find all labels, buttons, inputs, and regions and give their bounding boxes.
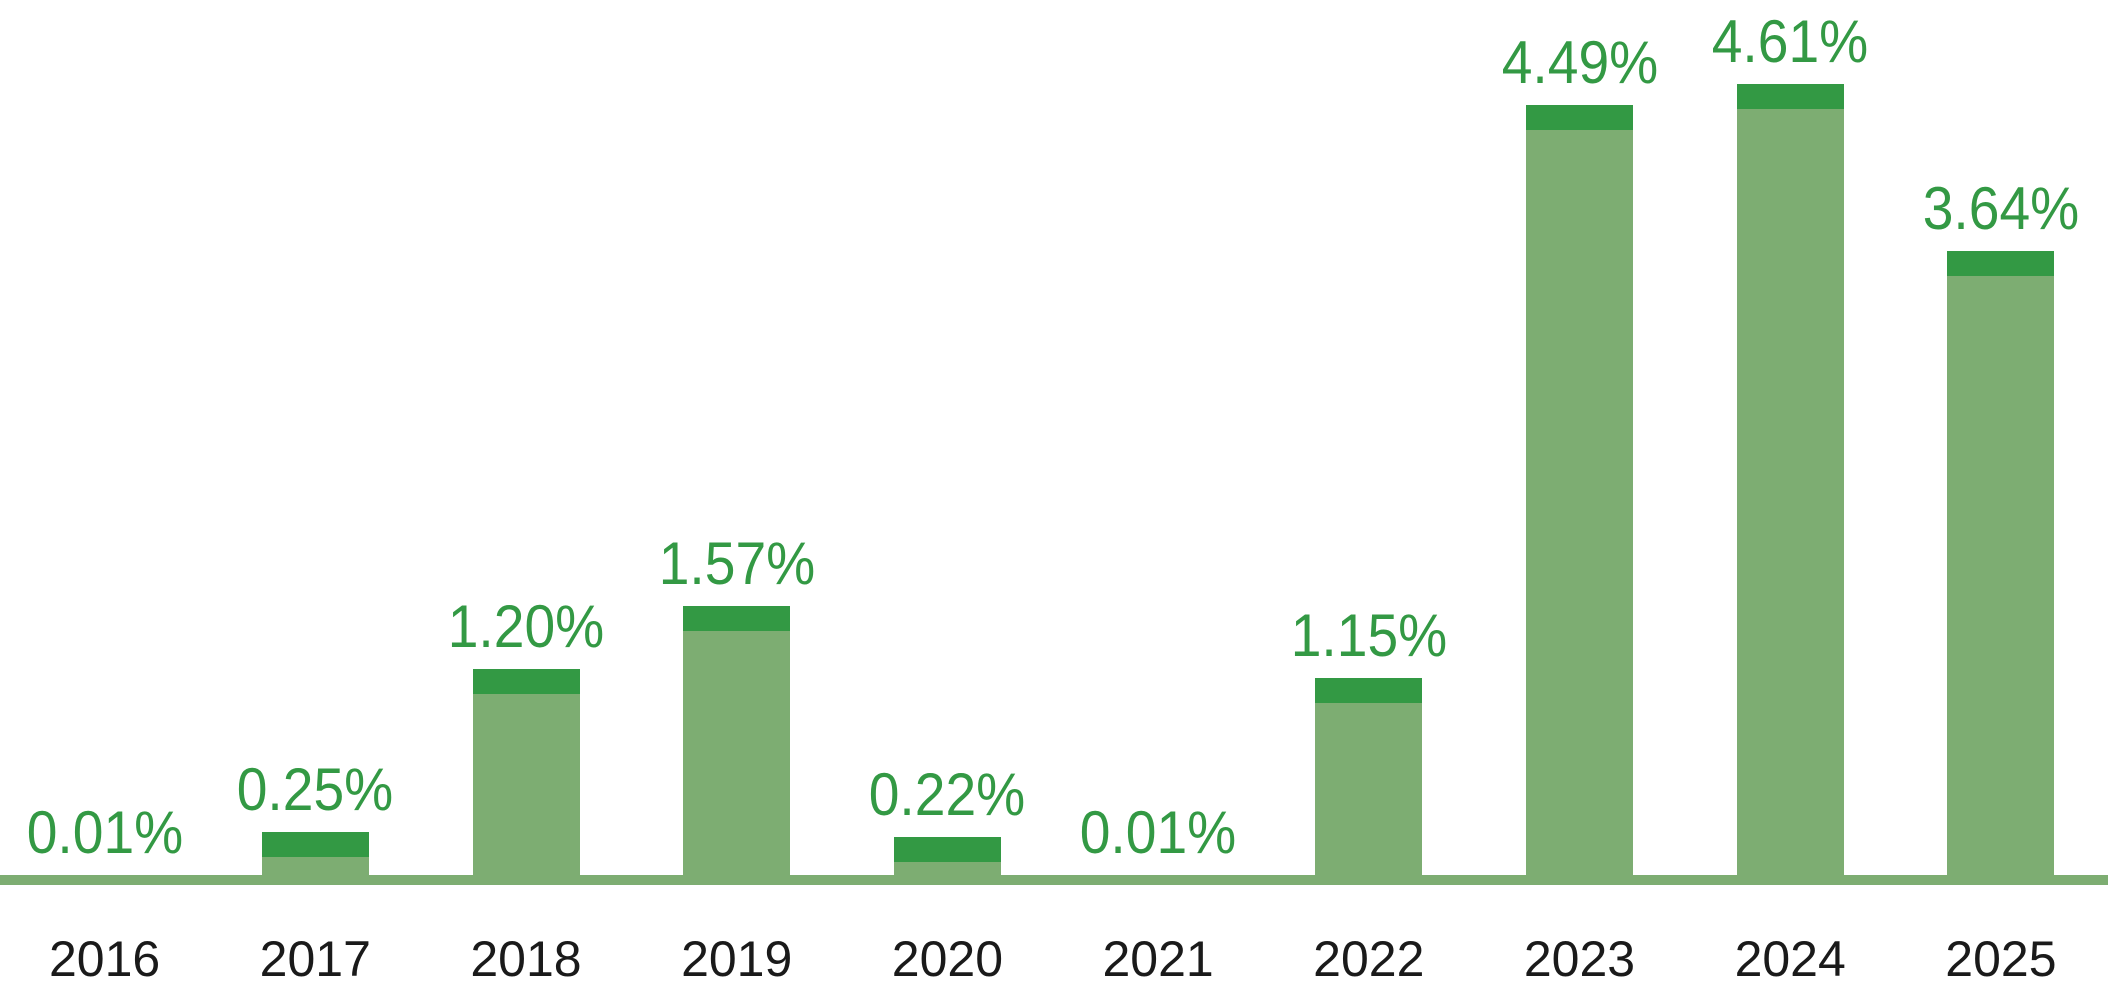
x-axis-label-2020: 2020 — [891, 931, 1003, 987]
bar-2025 — [1947, 250, 2055, 885]
x-axis-label-2022: 2022 — [1313, 931, 1425, 987]
bar-cap-2020 — [893, 837, 1001, 863]
x-axis-label-2023: 2023 — [1523, 931, 1636, 987]
bar-cap-2022 — [1315, 677, 1423, 703]
bar-cap-2019 — [683, 605, 791, 631]
bar-2023 — [1526, 104, 1633, 885]
x-axis-label-2021: 2021 — [1102, 931, 1214, 987]
value-label-2025: 3.64% — [1922, 174, 2080, 242]
bar-cap-2017 — [261, 832, 369, 858]
bar-cap-2025 — [1947, 250, 2055, 276]
value-label-2021: 0.01% — [1079, 799, 1237, 866]
bar-2018 — [472, 669, 580, 885]
x-axis-label-2024: 2024 — [1734, 931, 1846, 987]
value-label-2024: 4.61% — [1711, 8, 1869, 76]
x-axis-label-2017: 2017 — [259, 931, 371, 987]
bar-cap-2018 — [472, 669, 580, 695]
x-axis-label-2019: 2019 — [681, 931, 793, 987]
bar-2024 — [1736, 84, 1844, 885]
value-label-2018: 1.20% — [447, 593, 605, 661]
value-label-2023: 4.49% — [1501, 28, 1658, 96]
x-axis-label-2016: 2016 — [48, 931, 161, 987]
x-axis-line — [0, 875, 2108, 885]
value-label-2022: 1.15% — [1290, 601, 1448, 669]
x-axis-label-2025: 2025 — [1945, 931, 2057, 987]
value-label-2017: 0.25% — [237, 756, 394, 824]
bar-2017 — [261, 832, 369, 885]
bar-cap-2024 — [1736, 84, 1844, 110]
bar-2020 — [893, 837, 1001, 885]
x-axis-label-2018: 2018 — [470, 931, 582, 987]
bar-2019 — [683, 605, 791, 885]
value-label-2020: 0.22% — [869, 761, 1026, 829]
value-label-2016: 0.01% — [26, 799, 183, 866]
bar-cap-2023 — [1526, 104, 1633, 130]
bar-2022 — [1315, 677, 1423, 885]
value-label-2019: 1.57% — [658, 529, 815, 597]
